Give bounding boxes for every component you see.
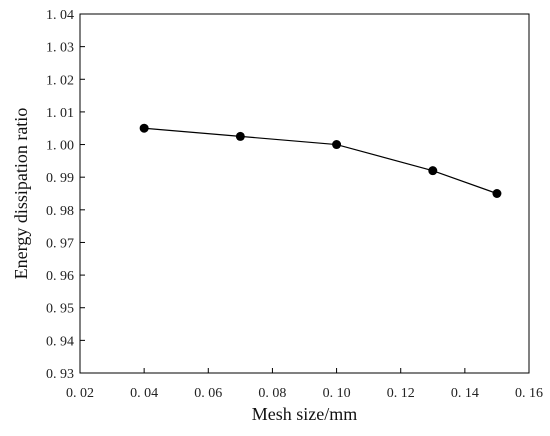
series-line — [144, 127, 498, 195]
x-tick-label: 0. 04 — [130, 386, 158, 401]
x-tick-label: 0. 08 — [258, 386, 286, 401]
y-tick-label: 1. 03 — [46, 41, 74, 56]
plot-border — [79, 13, 530, 374]
data-point — [139, 123, 149, 133]
data-point — [235, 131, 245, 141]
x-tick-label: 0. 14 — [451, 386, 479, 401]
series-layer — [139, 123, 502, 198]
x-tick-label: 0. 06 — [194, 386, 222, 401]
data-point — [492, 189, 502, 198]
y-tick-label: 0. 95 — [46, 302, 74, 317]
y-tick-label: 0. 93 — [46, 367, 74, 382]
x-tick-label: 0. 10 — [323, 386, 351, 401]
x-axis-title: Mesh size/mm — [252, 404, 358, 424]
x-tick-label: 0. 12 — [387, 386, 415, 401]
x-tick-label: 0. 16 — [515, 386, 543, 401]
y-tick-label: 1. 04 — [46, 8, 74, 23]
plot-frame — [79, 13, 530, 374]
y-tick-label: 1. 00 — [46, 139, 74, 154]
y-axis: 0. 93 0. 94 0. 95 0. 96 0. 97 0. 98 0. 99 1. 00… — [46, 8, 85, 382]
y-tick-label: 1. 02 — [46, 73, 74, 88]
y-tick-label: 0. 99 — [46, 171, 74, 186]
data-point — [428, 166, 438, 176]
x-axis: 0. 02 0. 04 0. 06 0. 08 0. 10 0. 12 0. 14 0. 16 — [66, 368, 543, 401]
x-tick-label: 0. 02 — [66, 386, 94, 401]
y-axis-title: Energy dissipation ratio — [11, 108, 31, 280]
y-tick-label: 0. 94 — [46, 334, 74, 349]
y-tick-label: 0. 96 — [46, 269, 74, 284]
y-tick-label: 0. 97 — [46, 236, 74, 251]
data-point — [332, 140, 342, 150]
y-tick-label: 0. 98 — [46, 204, 74, 219]
y-tick-label: 1. 01 — [46, 106, 74, 121]
